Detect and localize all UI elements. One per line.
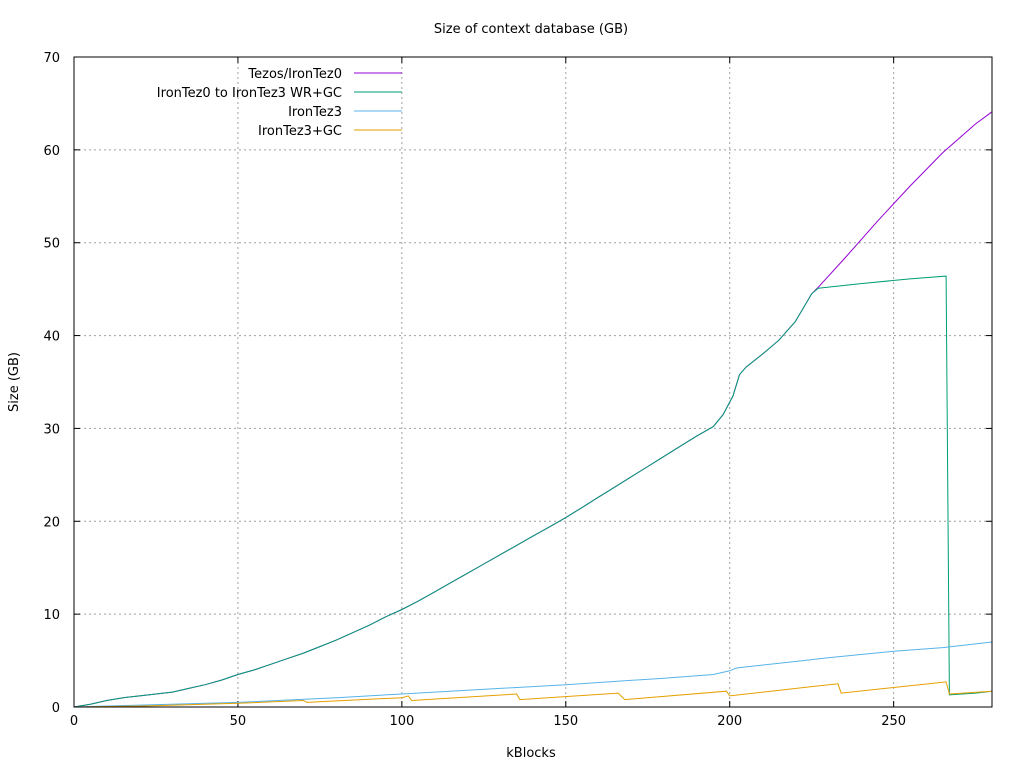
x-tick-label: 100 <box>389 714 414 729</box>
series-line <box>73 275 993 708</box>
y-tick-label: 20 <box>43 515 60 530</box>
legend-label: IronTez3 <box>288 105 342 120</box>
y-tick-labels: 0 10 20 30 40 50 60 70 <box>43 51 60 716</box>
y-tick-label: 10 <box>43 608 60 623</box>
series-lines <box>73 111 993 708</box>
tick-marks <box>73 56 992 708</box>
legend-label: Tezos/IronTez0 <box>247 67 342 82</box>
series-line <box>73 111 993 708</box>
plot-frame <box>73 56 993 708</box>
legend: Tezos/IronTez0 IronTez0 to IronTez3 WR+GC… <box>157 67 402 139</box>
y-tick-label: 0 <box>52 701 60 716</box>
x-tick-labels: 0 50 100 150 200 250 <box>70 714 906 729</box>
x-tick-label: 50 <box>230 714 247 729</box>
y-tick-label: 40 <box>43 330 60 345</box>
y-tick-label: 50 <box>43 237 60 252</box>
chart-title: Size of context database (GB) <box>434 22 628 37</box>
x-axis-label: kBlocks <box>506 746 556 761</box>
series-line <box>73 641 993 708</box>
y-tick-label: 30 <box>43 422 60 437</box>
x-tick-label: 150 <box>553 714 578 729</box>
grid-lines <box>74 57 992 707</box>
legend-label: IronTez3+GC <box>258 124 342 139</box>
x-tick-label: 250 <box>881 714 906 729</box>
x-tick-label: 200 <box>717 714 742 729</box>
y-axis-label: Size (GB) <box>7 352 22 412</box>
x-tick-label: 0 <box>70 714 78 729</box>
series-line <box>73 681 993 708</box>
legend-label: IronTez0 to IronTez3 WR+GC <box>157 86 342 101</box>
y-tick-label: 60 <box>43 144 60 159</box>
y-tick-label: 70 <box>43 51 60 66</box>
